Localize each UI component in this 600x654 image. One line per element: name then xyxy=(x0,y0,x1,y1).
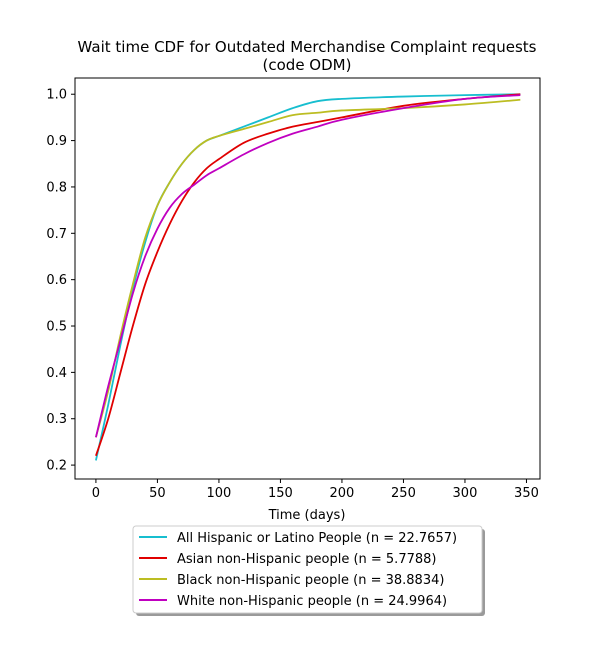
series-line-4 xyxy=(95,94,521,438)
chart-title-line1: Wait time CDF for Outdated Merchandise C… xyxy=(78,38,537,56)
legend-items: All Hispanic or Latino People (n = 22.76… xyxy=(139,531,457,609)
x-tick-label: 200 xyxy=(330,486,355,501)
x-tick-label: 50 xyxy=(149,486,166,501)
y-tick-label: 0.4 xyxy=(46,366,67,381)
legend-box xyxy=(132,525,483,614)
legend-label-4: White non-Hispanic people (n = 24.9964) xyxy=(177,594,447,609)
y-tick-label: 0.9 xyxy=(46,134,67,149)
series-layer xyxy=(95,93,521,461)
y-tick-label: 0.8 xyxy=(46,180,67,195)
x-tick-label: 0 xyxy=(92,486,100,501)
chart-title-line2: (code ODM) xyxy=(263,56,352,74)
y-axis-ticks: 0.2 0.3 0.4 0.5 0.6 0.7 0.8 0.9 1.0 xyxy=(46,88,75,474)
x-tick-label: 350 xyxy=(514,486,539,501)
x-axis-label: Time (days) xyxy=(268,508,346,523)
y-tick-label: 1.0 xyxy=(46,88,67,103)
x-tick-label: 300 xyxy=(453,486,478,501)
legend-label-3: Black non-Hispanic people (n = 38.8834) xyxy=(177,573,444,588)
y-tick-label: 0.2 xyxy=(46,459,67,474)
legend-label-1: All Hispanic or Latino People (n = 22.76… xyxy=(177,531,457,546)
legend: All Hispanic or Latino People (n = 22.76… xyxy=(132,525,485,616)
y-tick-label: 0.7 xyxy=(46,227,67,242)
y-tick-label: 0.6 xyxy=(46,273,67,288)
plot-frame xyxy=(74,77,541,480)
series-line-3 xyxy=(95,98,521,438)
series-line-2 xyxy=(95,93,521,457)
y-tick-label: 0.5 xyxy=(46,320,67,335)
x-axis-ticks: 0 50 100 150 200 250 300 350 xyxy=(92,479,539,501)
x-tick-label: 150 xyxy=(268,486,293,501)
y-tick-label: 0.3 xyxy=(46,412,67,427)
x-tick-label: 100 xyxy=(207,486,232,501)
legend-label-2: Asian non-Hispanic people (n = 5.7788) xyxy=(177,552,436,567)
plot-area: 0 50 100 150 200 250 300 350 0.2 0.3 0.4 0.5 0.6 0.7… xyxy=(46,77,541,501)
x-tick-label: 250 xyxy=(391,486,416,501)
